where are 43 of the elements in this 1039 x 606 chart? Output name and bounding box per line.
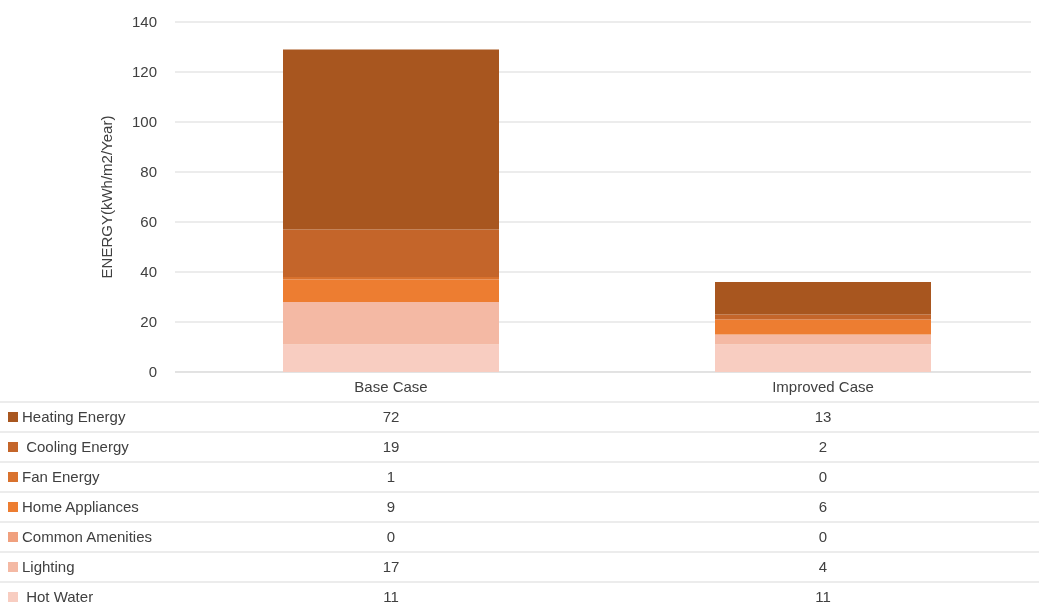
data-label: 72 xyxy=(382,408,400,425)
y-axis-title: ENERGY(kWh/m2/Year) xyxy=(98,115,115,279)
bar xyxy=(715,334,931,345)
data-label: 9 xyxy=(386,498,396,515)
bar xyxy=(283,277,499,280)
bar xyxy=(715,319,931,335)
legend-label: Common Amenities xyxy=(22,528,153,545)
data-label: 11 xyxy=(815,588,831,605)
y-tick-label: 40 xyxy=(140,263,157,281)
legend-label: Hot Water xyxy=(22,588,94,605)
data-label: 4 xyxy=(818,558,828,575)
legend-label: Heating Energy xyxy=(22,408,126,425)
data-label: 19 xyxy=(382,438,400,455)
bar xyxy=(283,229,499,277)
bar xyxy=(283,302,499,345)
bar xyxy=(283,49,499,230)
x-tick-label: Improved Case xyxy=(772,378,874,395)
y-tick-label: 60 xyxy=(140,213,157,231)
bar xyxy=(715,282,931,315)
bar xyxy=(715,344,931,372)
legend-label: Home Appliances xyxy=(22,498,139,515)
data-label: 1 xyxy=(386,468,396,485)
data-label: 11 xyxy=(383,588,399,605)
y-tick-label: 0 xyxy=(148,363,157,381)
data-label: 6 xyxy=(818,498,828,515)
bar xyxy=(283,344,499,372)
data-label: 0 xyxy=(818,468,828,485)
bar xyxy=(715,314,931,320)
data-label: 13 xyxy=(814,408,832,425)
data-label: 0 xyxy=(818,528,828,545)
bar xyxy=(283,279,499,302)
data-label: 17 xyxy=(382,558,400,575)
y-tick-label: 140 xyxy=(131,13,157,31)
data-label: 0 xyxy=(386,528,396,545)
data-label: 2 xyxy=(818,438,828,455)
legend-label: Fan Energy xyxy=(22,468,101,485)
y-tick-label: 20 xyxy=(140,313,157,331)
x-tick-label: Base Case xyxy=(354,378,428,395)
legend-label: Lighting xyxy=(22,558,75,575)
y-tick-label: 120 xyxy=(131,63,157,81)
y-tick-label: 80 xyxy=(140,163,157,181)
legend-label: Cooling Energy xyxy=(22,438,130,455)
y-tick-label: 100 xyxy=(131,113,157,131)
